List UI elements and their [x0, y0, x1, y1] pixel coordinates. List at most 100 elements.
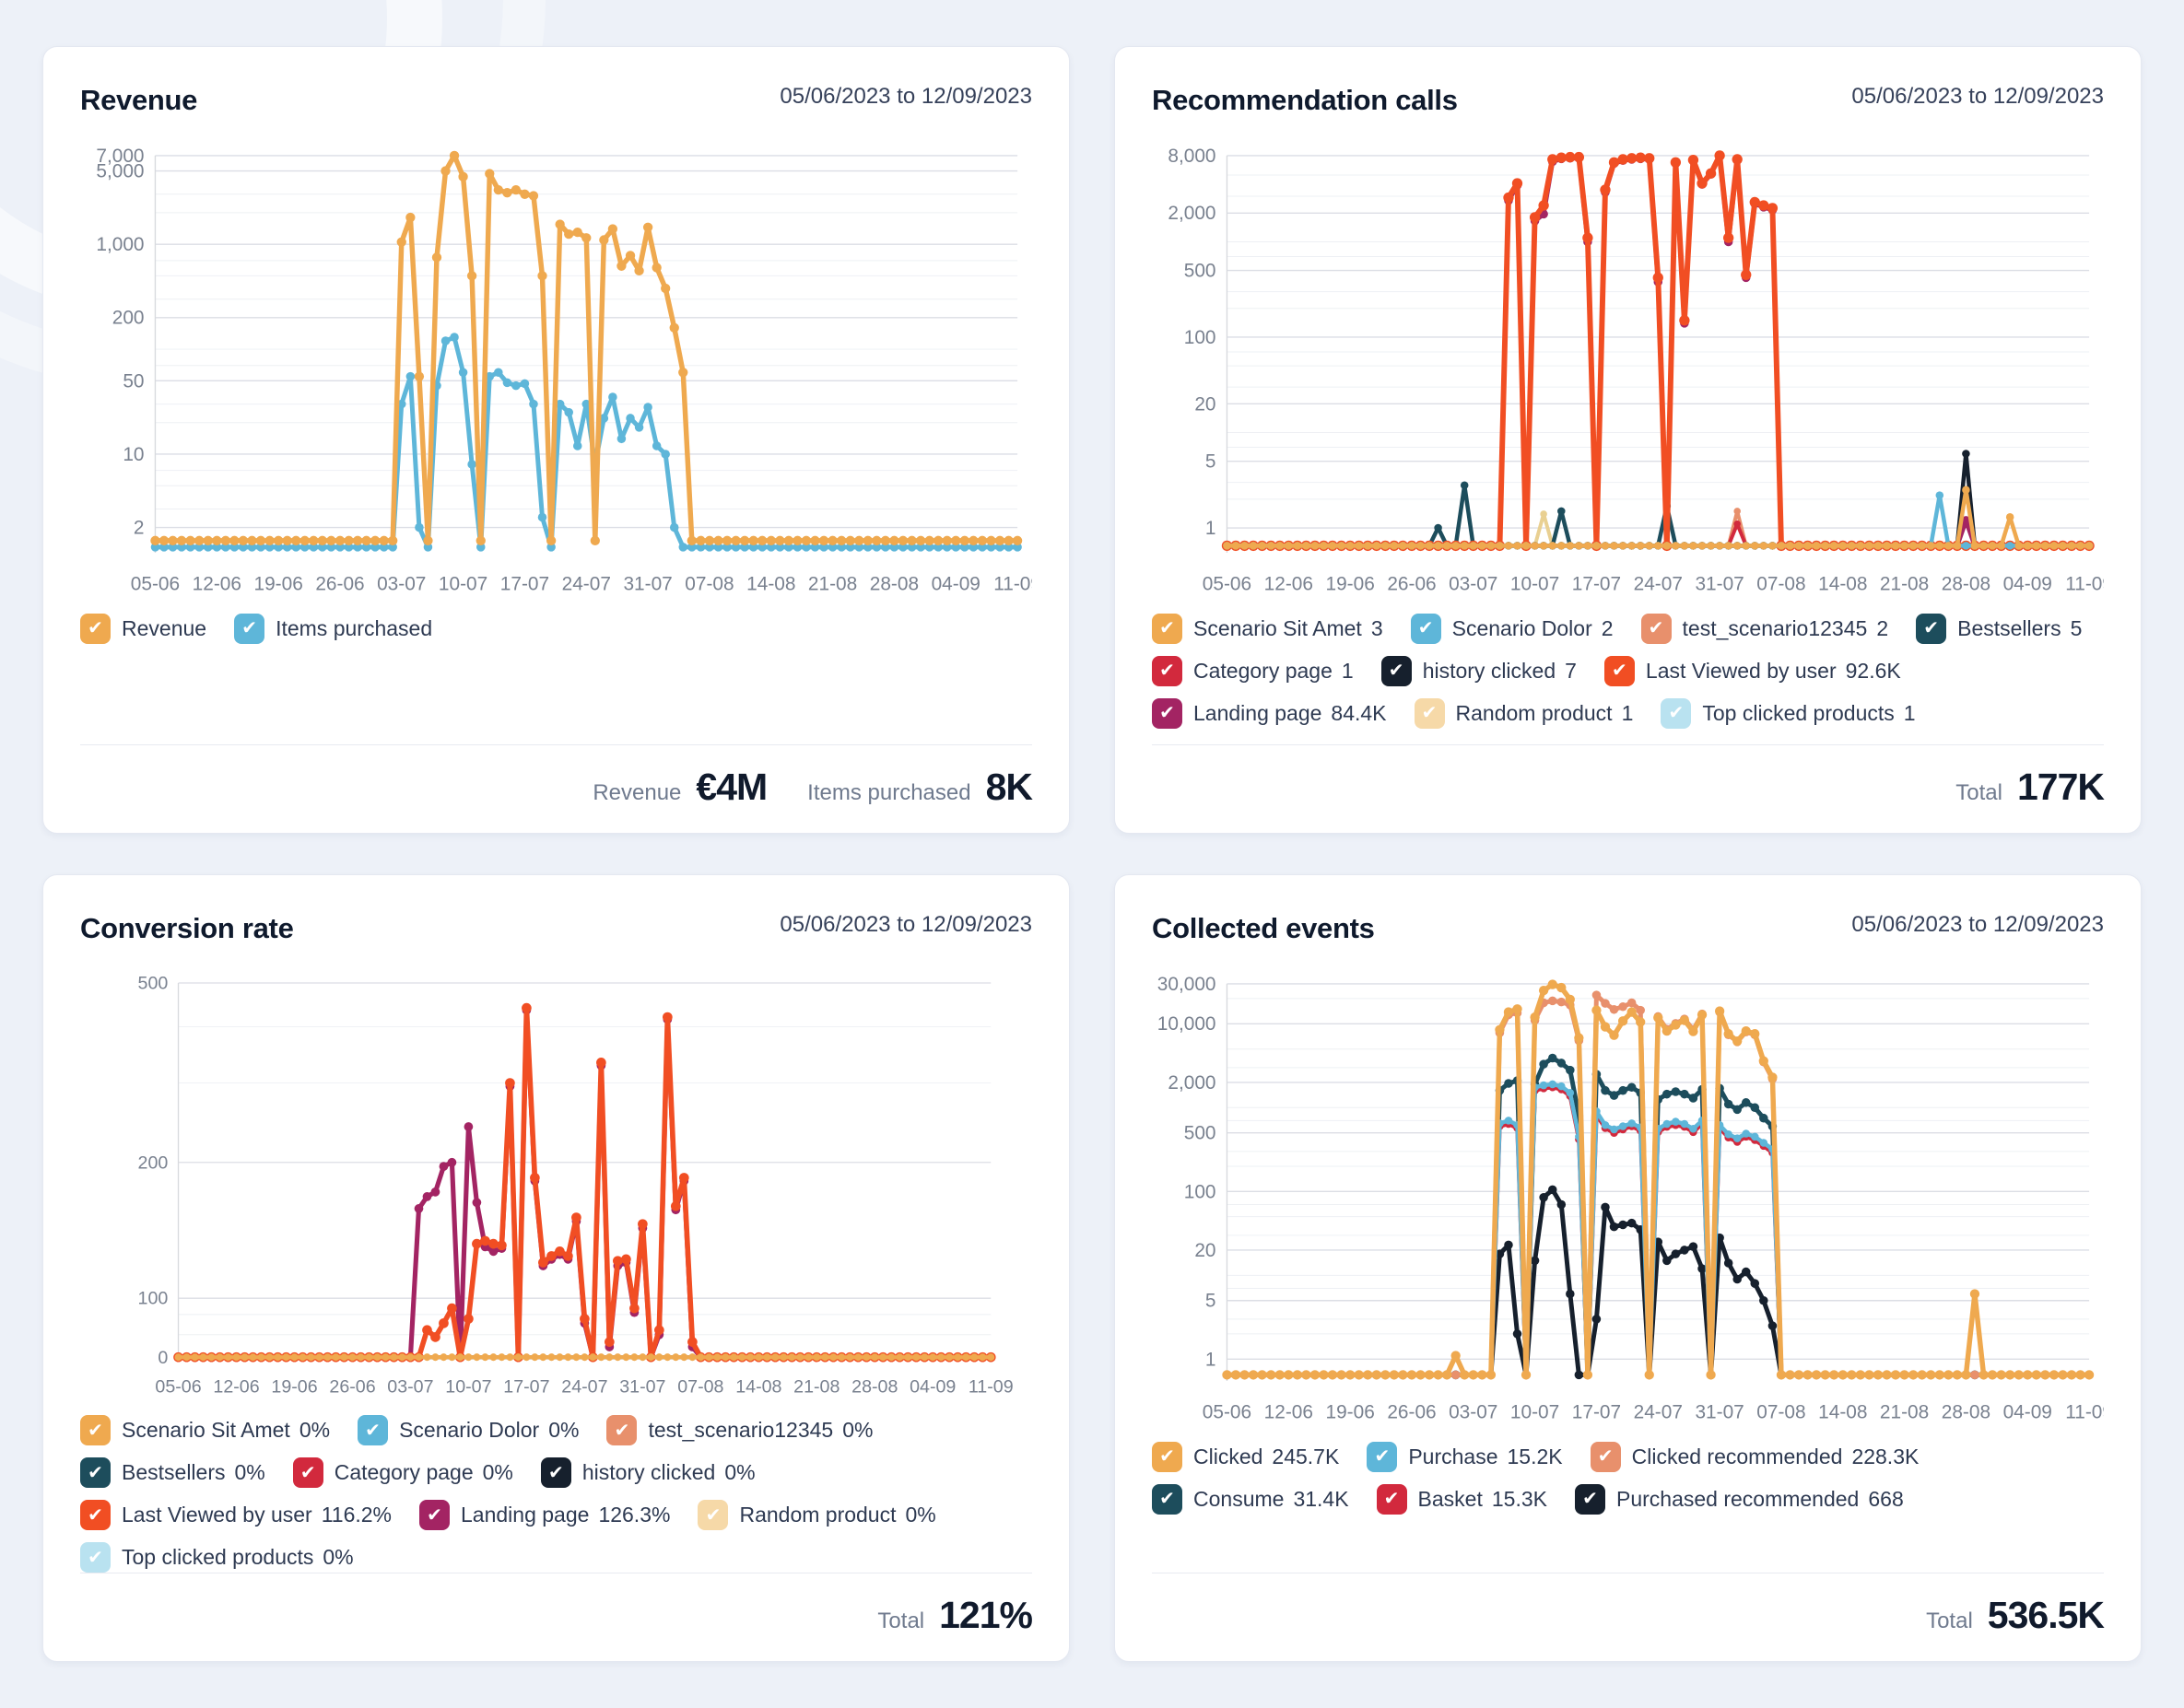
- svg-text:04-09: 04-09: [932, 574, 980, 595]
- legend-item-landing-page[interactable]: ✔ Landing page 84.4K: [1152, 697, 1387, 729]
- svg-text:21-08: 21-08: [808, 574, 857, 595]
- legend-item-landing-page[interactable]: ✔ Landing page 126.3%: [419, 1500, 670, 1530]
- legend-label: Items purchased: [276, 615, 433, 640]
- series-checkbox-icon[interactable]: ✔: [1640, 613, 1672, 644]
- series-checkbox-icon[interactable]: ✔: [358, 1415, 389, 1445]
- legend-item-consume[interactable]: ✔ Consume 31.4K: [1152, 1483, 1349, 1515]
- svg-text:19-06: 19-06: [1325, 1402, 1374, 1423]
- legend-item-top-clicked-products[interactable]: ✔ Top clicked products 1: [1661, 697, 1916, 729]
- series-checkbox-icon[interactable]: ✔: [698, 1500, 729, 1530]
- legend-value: 126.3%: [598, 1503, 671, 1527]
- legend-label: Top clicked products: [1702, 700, 1895, 725]
- series-checkbox-icon[interactable]: ✔: [80, 1542, 111, 1573]
- svg-text:17-07: 17-07: [1572, 1402, 1621, 1423]
- svg-text:28-08: 28-08: [1942, 574, 1990, 595]
- legend-item-history-clicked[interactable]: ✔ history clicked 0%: [540, 1457, 756, 1488]
- svg-text:24-07: 24-07: [1634, 574, 1683, 595]
- series-checkbox-icon[interactable]: ✔: [1152, 1441, 1182, 1472]
- svg-text:05-06: 05-06: [1203, 1402, 1251, 1423]
- series-checkbox-icon[interactable]: ✔: [80, 1500, 111, 1530]
- svg-text:1,000: 1,000: [96, 234, 144, 255]
- legend-label: Scenario Dolor: [1451, 615, 1592, 640]
- svg-text:07-08: 07-08: [1756, 574, 1805, 595]
- series-checkbox-icon[interactable]: ✔: [80, 613, 111, 644]
- series-checkbox-icon[interactable]: ✔: [1661, 697, 1692, 729]
- conversion-rate-chart[interactable]: 500 200 100 0 05-06 12-06 19-06 26-06 03-07 10-07…: [80, 969, 1032, 1400]
- recommendation-calls-card: Recommendation calls 05/06/2023 to 12/09…: [1114, 46, 2142, 834]
- collected-events-chart[interactable]: 30,000 10,000 2,000 500 100 20 5 1 05-06 12-06 19-…: [1152, 969, 2104, 1427]
- legend-item-test-scenario12345[interactable]: ✔ test_scenario12345 2: [1640, 613, 1888, 644]
- series-checkbox-icon[interactable]: ✔: [1152, 1483, 1182, 1515]
- legend-label: Clicked recommended: [1631, 1444, 1843, 1468]
- series-checkbox-icon[interactable]: ✔: [1574, 1483, 1605, 1515]
- legend-item-scenario-dolor[interactable]: ✔ Scenario Dolor 2: [1410, 613, 1614, 644]
- series-checkbox-icon[interactable]: ✔: [292, 1457, 323, 1488]
- series-checkbox-icon[interactable]: ✔: [606, 1415, 638, 1445]
- legend-value: 0%: [482, 1460, 513, 1484]
- svg-text:17-07: 17-07: [503, 1377, 549, 1398]
- legend-item-category-page[interactable]: ✔ Category page 1: [1152, 655, 1354, 686]
- legend-label: Revenue: [122, 615, 207, 640]
- svg-text:11-09: 11-09: [993, 574, 1032, 595]
- series-line-revenue: [152, 153, 1020, 544]
- legend-item-random-product[interactable]: ✔ Random product 1: [1414, 697, 1633, 729]
- svg-text:5: 5: [1205, 1291, 1216, 1312]
- legend-item-scenario-sit-amet[interactable]: ✔ Scenario Sit Amet 0%: [80, 1415, 330, 1445]
- recommendation-calls-chart[interactable]: 8,000 2,000 500 100 20 5 1 05-06 12-06 19-06 26-06…: [1152, 141, 2104, 599]
- legend-label: Last Viewed by user: [122, 1503, 312, 1527]
- series-checkbox-icon[interactable]: ✔: [234, 613, 265, 644]
- legend-item-last-viewed-by-user[interactable]: ✔ Last Viewed by user 92.6K: [1603, 655, 1901, 686]
- legend-item-test-scenario12345[interactable]: ✔ test_scenario12345 0%: [606, 1415, 873, 1445]
- legend-value: 0%: [548, 1418, 580, 1442]
- total-value: 121%: [939, 1594, 1033, 1636]
- legend-item-clicked[interactable]: ✔ Clicked 245.7K: [1152, 1441, 1340, 1472]
- legend-value: 92.6K: [1845, 658, 1901, 683]
- svg-text:10,000: 10,000: [1157, 1013, 1216, 1035]
- svg-text:200: 200: [138, 1152, 169, 1173]
- svg-text:11-09: 11-09: [2065, 574, 2104, 595]
- legend-item-items-purchased[interactable]: ✔ Items purchased: [234, 613, 433, 644]
- svg-text:24-07: 24-07: [1634, 1402, 1683, 1423]
- series-checkbox-icon[interactable]: ✔: [419, 1500, 451, 1530]
- series-checkbox-icon[interactable]: ✔: [1376, 1483, 1407, 1515]
- legend-value: 0%: [842, 1418, 874, 1442]
- legend-item-bestsellers[interactable]: ✔ Bestsellers 5: [1916, 613, 2082, 644]
- series-checkbox-icon[interactable]: ✔: [1152, 613, 1182, 644]
- svg-text:500: 500: [138, 974, 169, 994]
- series-checkbox-icon[interactable]: ✔: [1410, 613, 1441, 644]
- legend-item-random-product[interactable]: ✔ Random product 0%: [698, 1500, 936, 1530]
- series-checkbox-icon[interactable]: ✔: [1603, 655, 1635, 686]
- series-checkbox-icon[interactable]: ✔: [1380, 655, 1412, 686]
- legend-item-scenario-sit-amet[interactable]: ✔ Scenario Sit Amet 3: [1152, 613, 1383, 644]
- legend-item-basket[interactable]: ✔ Basket 15.3K: [1376, 1483, 1547, 1515]
- legend-item-category-page[interactable]: ✔ Category page 0%: [292, 1457, 513, 1488]
- svg-text:19-06: 19-06: [253, 574, 302, 595]
- series-line-purchased-recommended: [1224, 1187, 2092, 1377]
- series-checkbox-icon[interactable]: ✔: [80, 1457, 111, 1488]
- series-checkbox-icon[interactable]: ✔: [1152, 655, 1182, 686]
- legend-item-purchase[interactable]: ✔ Purchase 15.2K: [1367, 1441, 1563, 1472]
- svg-text:31-07: 31-07: [623, 574, 672, 595]
- series-checkbox-icon[interactable]: ✔: [1152, 697, 1182, 729]
- series-checkbox-icon[interactable]: ✔: [1590, 1441, 1621, 1472]
- legend-value: 245.7K: [1272, 1444, 1340, 1468]
- legend: ✔ Clicked 245.7K ✔ Purchase 15.2K ✔ Clicked rec…: [1152, 1441, 2104, 1515]
- series-checkbox-icon[interactable]: ✔: [540, 1457, 571, 1488]
- legend-item-history-clicked[interactable]: ✔ history clicked 7: [1380, 655, 1577, 686]
- series-checkbox-icon[interactable]: ✔: [1916, 613, 1947, 644]
- legend-item-top-clicked-products[interactable]: ✔ Top clicked products 0%: [80, 1542, 354, 1573]
- svg-text:500: 500: [1184, 260, 1216, 281]
- legend-item-last-viewed-by-user[interactable]: ✔ Last Viewed by user 116.2%: [80, 1500, 392, 1530]
- legend-item-clicked-recommended[interactable]: ✔ Clicked recommended 228.3K: [1590, 1441, 1919, 1472]
- svg-text:14-08: 14-08: [1818, 574, 1867, 595]
- series-checkbox-icon[interactable]: ✔: [80, 1415, 111, 1445]
- legend-item-bestsellers[interactable]: ✔ Bestsellers 0%: [80, 1457, 265, 1488]
- series-checkbox-icon[interactable]: ✔: [1367, 1441, 1398, 1472]
- series-checkbox-icon[interactable]: ✔: [1414, 697, 1445, 729]
- legend-item-revenue[interactable]: ✔ Revenue: [80, 613, 207, 644]
- legend-item-purchased-recommended[interactable]: ✔ Purchased recommended 668: [1574, 1483, 1904, 1515]
- legend-label: Landing page: [1193, 700, 1322, 725]
- card-footer: Revenue €4M Items purchased 8K: [80, 744, 1033, 809]
- legend-item-scenario-dolor[interactable]: ✔ Scenario Dolor 0%: [358, 1415, 579, 1445]
